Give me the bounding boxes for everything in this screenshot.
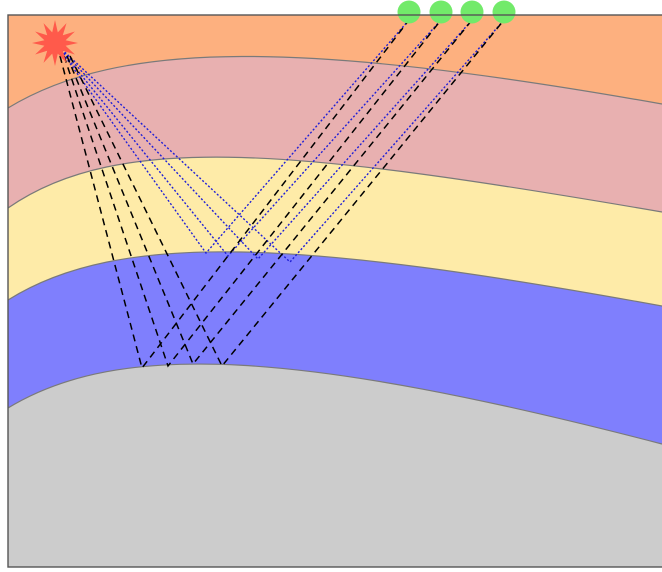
layer-3: [8, 157, 662, 306]
layer-boundary-4: [7, 363, 662, 445]
shallow-reflection-ray-3: [55, 19, 473, 261]
subsurface-layers: [8, 15, 662, 567]
layer-boundary-3: [7, 251, 662, 307]
diagram-frame: [7, 14, 662, 568]
shallow-reflection-ray-1: [55, 19, 410, 255]
layer-boundary-2: [7, 156, 662, 213]
layer-1: [8, 15, 662, 108]
layer-boundaries: [7, 55, 662, 445]
geophone-icon: [460, 0, 484, 24]
deep-reflection-ray-3: [66, 19, 473, 366]
seismic-rays: [55, 19, 505, 370]
shallow-reflection-ray-2: [55, 19, 442, 258]
receivers-group: [397, 0, 516, 24]
layer-boundary-1: [7, 55, 662, 109]
source-group: [32, 20, 78, 66]
deep-reflection-ray-2: [63, 19, 442, 368]
explosion-icon: [32, 20, 78, 66]
layer-4: [8, 251, 662, 444]
layer-5: [8, 364, 662, 567]
deep-reflection-rays: [59, 19, 505, 370]
layer-2: [8, 56, 662, 213]
geophone-icon: [397, 0, 421, 24]
deep-reflection-ray-4: [69, 19, 505, 368]
geophone-icon: [492, 0, 516, 24]
shallow-reflection-rays: [55, 19, 505, 264]
deep-reflection-ray-1: [59, 19, 410, 370]
geophone-icon: [429, 0, 453, 24]
